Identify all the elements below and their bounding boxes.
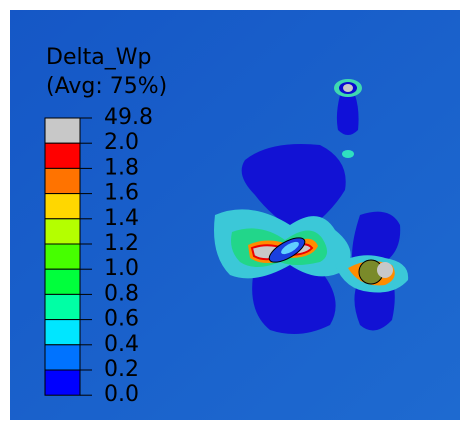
legend-swatch: [44, 142, 81, 169]
legend-label: 0.4: [104, 332, 139, 357]
legend-label: 0.6: [104, 307, 139, 332]
legend-label: 49.8: [104, 105, 153, 130]
legend-label: 0.8: [104, 281, 139, 306]
contour-field: [214, 79, 409, 334]
legend-swatch: [44, 293, 81, 321]
legend-swatch: [44, 268, 81, 295]
legend-label: 1.2: [104, 231, 139, 256]
legend-label: 0.2: [104, 357, 139, 382]
legend: Delta_Wp (Avg: 75%) 49.82.01.81.61.41.21…: [44, 45, 167, 407]
legend-label: 1.6: [104, 181, 139, 206]
legend-swatch: [44, 218, 81, 245]
legend-title: Delta_Wp: [46, 45, 151, 70]
legend-swatch: [44, 319, 81, 346]
legend-label: 1.8: [104, 155, 139, 180]
legend-label: 1.0: [104, 256, 139, 281]
legend-swatch: [44, 167, 81, 195]
legend-swatch: [44, 193, 81, 220]
legend-label: 2.0: [104, 130, 139, 155]
legend-swatch: [44, 369, 81, 396]
legend-swatch: [44, 243, 81, 270]
legend-swatch: [44, 344, 81, 371]
legend-label: 0.0: [104, 382, 139, 407]
legend-subtitle: (Avg: 75%): [46, 74, 167, 99]
legend-swatch: [44, 117, 81, 144]
legend-label: 1.4: [104, 206, 139, 231]
